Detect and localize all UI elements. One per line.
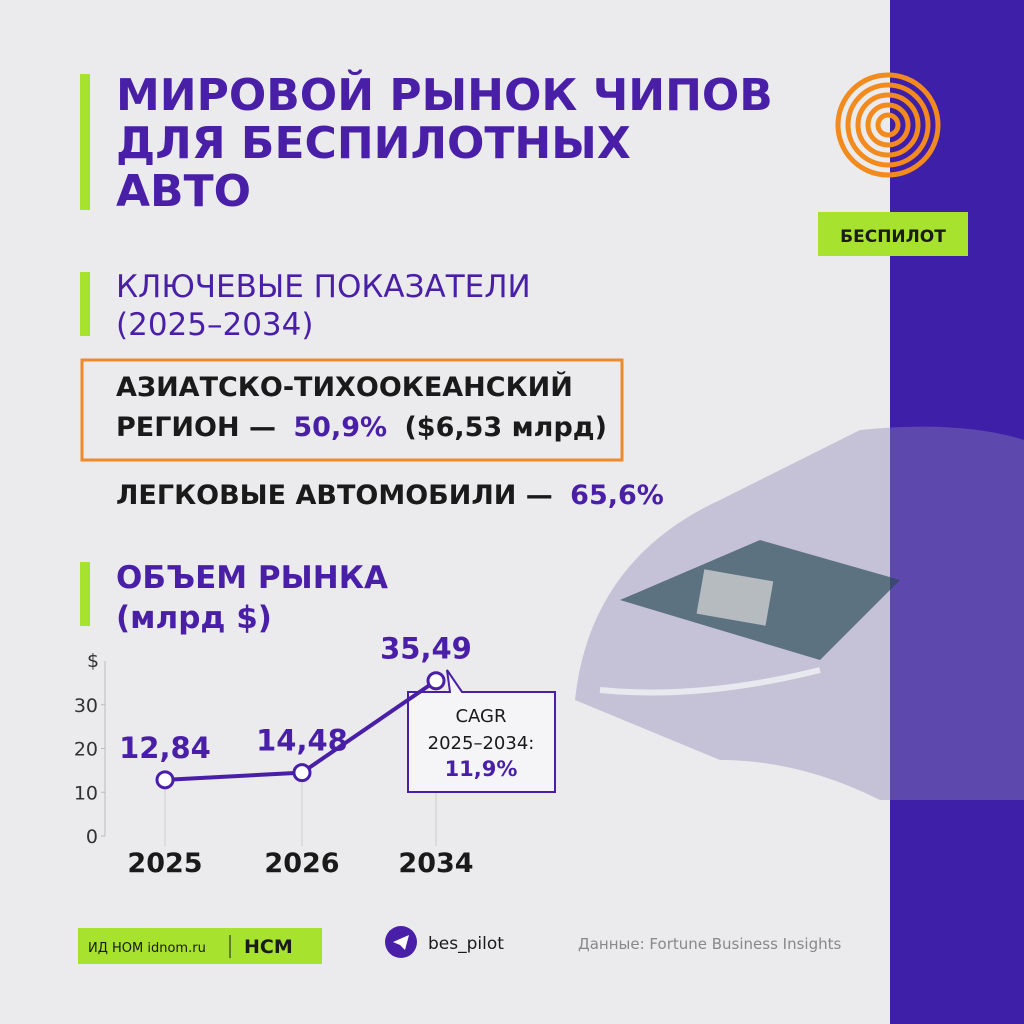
y-tick-label: 10	[74, 782, 98, 804]
x-tick-label: 2026	[264, 848, 339, 879]
logo	[835, 72, 941, 178]
accent-bar	[80, 562, 90, 626]
title: МИРОВОЙ РЫНОК ЧИПОВ ДЛЯ БЕСПИЛОТНЫХ АВТО	[116, 72, 773, 216]
publisher: ИД НОМ idnom.ru	[88, 941, 206, 956]
stat: АЗИАТСКО-ТИХООКЕАНСКИЙ РЕГИОН — 50,9% ($…	[116, 368, 607, 448]
point	[426, 671, 446, 691]
stat-label: ЛЕГКОВЫЕ АВТОМОБИЛИ —	[116, 480, 553, 511]
highlight-box	[80, 358, 624, 462]
accent-bar	[80, 74, 90, 210]
chart-title-line: ОБЪЕМ РЫНКА	[116, 560, 389, 596]
chart-title-line: (млрд $)	[116, 600, 272, 636]
x-tick-label: 2034	[398, 848, 473, 879]
title-line: МИРОВОЙ РЫНОК ЧИПОВ	[116, 70, 773, 121]
annotation: CAGR	[455, 706, 506, 727]
chart: $0 10 20 30 2025 2026 2034 CAGR 2025–2034: 11,9% 1…	[74, 632, 556, 879]
stat: ЛЕГКОВЫЕ АВТОМОБИЛИ — 65,6%	[116, 476, 664, 516]
y-tick-label: 0	[86, 826, 98, 848]
stat-label: АЗИАТСКО-ТИХООКЕАНСКИЙ	[116, 372, 573, 403]
x-tick-label: 2025	[127, 848, 202, 879]
stat-value: 65,6%	[570, 480, 664, 511]
brand: НСМ	[244, 936, 293, 958]
section-line: (2025–2034)	[116, 307, 314, 343]
y-tick-label: 30	[74, 695, 98, 717]
channel[interactable]: bes_pilot	[428, 934, 504, 954]
annotation: 2025–2034:	[428, 733, 535, 754]
data-label: 14,48	[256, 724, 348, 758]
stat-label: РЕГИОН —	[116, 412, 276, 443]
source: Данные: Fortune Business Insights	[578, 935, 841, 953]
title-line: ДЛЯ БЕСПИЛОТНЫХ	[116, 118, 631, 169]
point	[155, 770, 175, 790]
badge: БЕСПИЛОТ	[840, 227, 946, 247]
badge-bg	[818, 212, 968, 256]
telegram-glyph	[393, 935, 409, 950]
section-title: КЛЮЧЕВЫЕ ПОКАЗАТЕЛИ (2025–2034)	[116, 268, 531, 344]
car-illustration	[575, 426, 1024, 800]
y-axis-label: $	[87, 650, 99, 672]
chart-title: ОБЪЕМ РЫНКА (млрд $)	[116, 558, 388, 638]
data-label: 35,49	[380, 632, 472, 666]
title-line: АВТО	[116, 166, 252, 217]
accent-bar	[80, 272, 90, 336]
section-line: КЛЮЧЕВЫЕ ПОКАЗАТЕЛИ	[116, 269, 531, 305]
footer-badge	[78, 928, 322, 964]
point	[292, 763, 312, 783]
annotation-box	[407, 669, 556, 793]
annotation: 11,9%	[445, 757, 518, 781]
data-label: 12,84	[119, 731, 211, 765]
y-tick-label: 20	[74, 739, 98, 761]
stat-value: 50,9%	[293, 412, 388, 443]
stat-detail: ($6,53 млрд)	[404, 412, 607, 443]
